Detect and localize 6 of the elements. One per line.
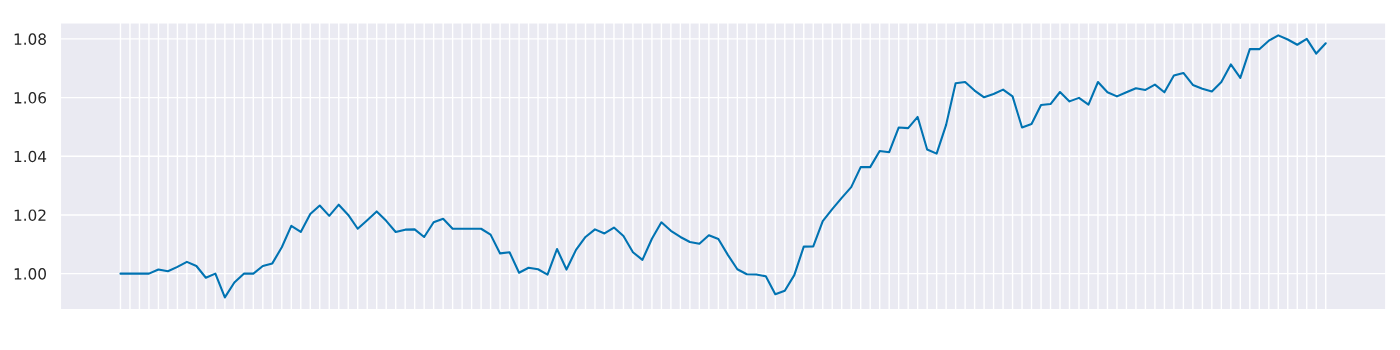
y-tick-label: 1.02	[14, 209, 46, 221]
y-tick-label: 1.08	[14, 33, 46, 45]
line-series	[119, 34, 1327, 299]
y-tick-label: 1.06	[14, 92, 47, 104]
y-tick-label: 1.00	[14, 268, 46, 280]
y-tick-label: 1.04	[14, 150, 47, 163]
